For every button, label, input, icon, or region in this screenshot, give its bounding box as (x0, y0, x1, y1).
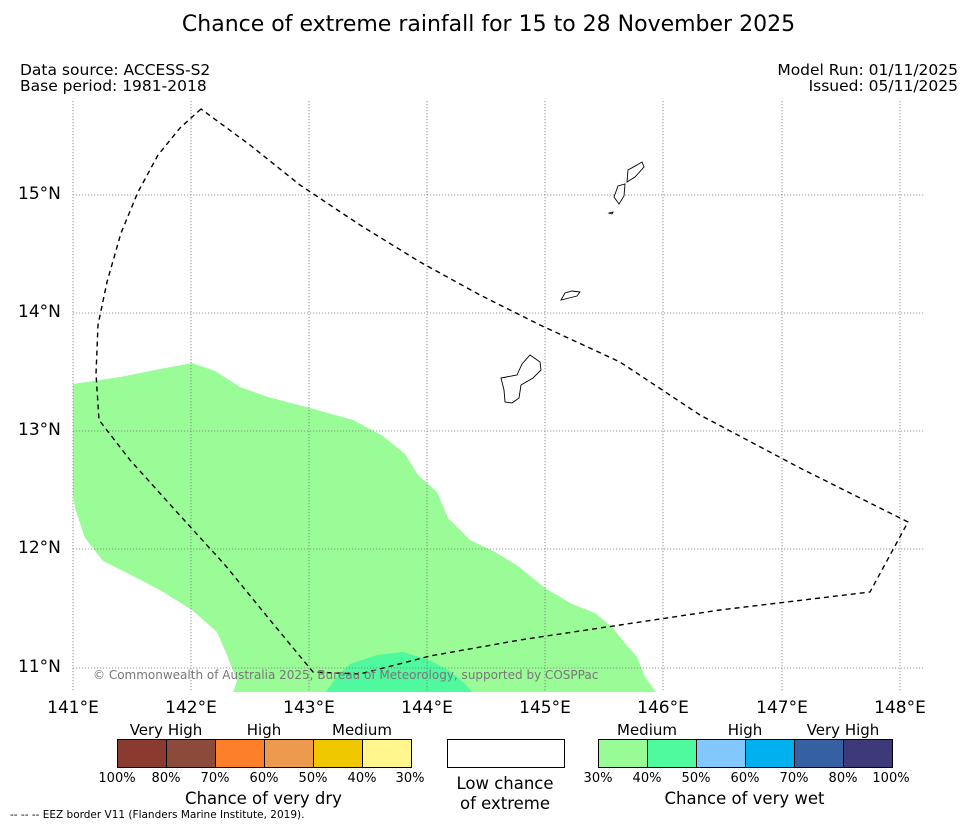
chart-title: Chance of extreme rainfall for 15 to 28 … (181, 12, 796, 37)
wet-pct-70: 70% (779, 771, 809, 786)
gridlines (72, 101, 925, 692)
issued-date: Issued: 05/11/2025 (808, 77, 958, 95)
lon-tick-141: 141°E (47, 698, 99, 718)
saipan-island (626, 161, 645, 183)
meta-left: Data source: ACCESS-S2 Base period: 1981… (20, 62, 210, 94)
aguijan-island (607, 211, 614, 215)
wet-colorbar (598, 739, 893, 768)
rainfall-shading (73, 363, 656, 692)
lon-tick-145: 145°E (519, 698, 571, 718)
lat-tick-12: 12°N (18, 538, 61, 558)
low-chance-line2: of extreme (459, 794, 551, 813)
wet-cat-high: High (727, 721, 763, 739)
dry-swatch-3 (216, 740, 265, 767)
copyright-notice: © Commonwealth of Australia 2025, Bureau… (93, 668, 599, 682)
dry-legend-title: Chance of very dry (185, 789, 342, 808)
wet-swatch-2 (648, 740, 697, 767)
dry-swatch-2 (167, 740, 216, 767)
islands (500, 161, 645, 404)
lon-tick-146: 146°E (637, 698, 689, 718)
lat-tick-13: 13°N (18, 420, 61, 440)
dry-swatch-6 (363, 740, 411, 767)
wet-swatch-1 (599, 740, 648, 767)
medium-wet-region (73, 363, 656, 692)
dry-swatch-5 (314, 740, 363, 767)
high-wet-region (326, 652, 472, 692)
tinian-island (613, 183, 626, 205)
lat-tick-14: 14°N (18, 302, 61, 322)
wet-pct-40: 40% (632, 771, 662, 786)
dry-pct-100: 100% (98, 771, 136, 786)
dry-pct-80: 80% (151, 771, 181, 786)
lat-tick-11: 11°N (18, 657, 61, 677)
eez-border (95, 108, 909, 675)
wet-legend-title: Chance of very wet (664, 789, 825, 808)
lon-tick-142: 142°E (165, 698, 217, 718)
rota-island (560, 290, 581, 301)
wet-swatch-6 (844, 740, 892, 767)
meta-right: Model Run: 01/11/2025 Issued: 05/11/2025 (777, 62, 958, 94)
wet-cat-medium: Medium (617, 721, 677, 739)
dry-pct-30: 30% (395, 771, 425, 786)
wet-pct-50: 50% (681, 771, 711, 786)
wet-cat-very-high: Very High (806, 721, 880, 739)
dry-pct-60: 60% (249, 771, 279, 786)
wet-pct-80: 80% (828, 771, 858, 786)
dry-colorbar (117, 739, 412, 768)
dry-pct-50: 50% (298, 771, 328, 786)
wet-pct-30: 30% (583, 771, 613, 786)
low-chance-swatch (447, 739, 565, 768)
guam-island (500, 354, 542, 404)
wet-pct-100: 100% (872, 771, 910, 786)
dry-swatch-1 (118, 740, 167, 767)
eez-legend: -- -- -- EEZ border V11 (Flanders Marine… (10, 809, 305, 821)
wet-pct-60: 60% (730, 771, 760, 786)
wet-swatch-4 (746, 740, 795, 767)
low-chance-label: Low chance of extreme (430, 774, 580, 814)
wet-swatch-3 (697, 740, 746, 767)
lon-tick-147: 147°E (756, 698, 808, 718)
dry-cat-medium: Medium (332, 721, 392, 739)
dry-cat-high: High (246, 721, 282, 739)
lon-tick-148: 148°E (874, 698, 926, 718)
data-source: Data source: ACCESS-S2 (20, 61, 211, 79)
dry-pct-70: 70% (200, 771, 230, 786)
model-run: Model Run: 01/11/2025 (777, 61, 958, 79)
lon-tick-144: 144°E (401, 698, 453, 718)
dry-cat-very-high: Very High (129, 721, 203, 739)
dry-swatch-4 (265, 740, 314, 767)
lat-tick-15: 15°N (18, 184, 61, 204)
base-period: Base period: 1981-2018 (20, 77, 207, 95)
wet-swatch-5 (795, 740, 844, 767)
dry-pct-40: 40% (347, 771, 377, 786)
lon-tick-143: 143°E (283, 698, 335, 718)
low-chance-line1: Low chance (456, 774, 554, 793)
